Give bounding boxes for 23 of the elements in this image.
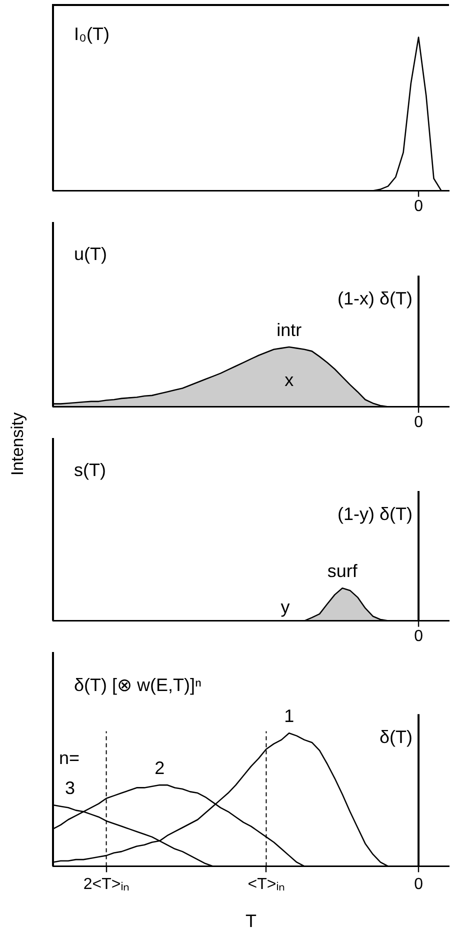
x-axis-title: T: [246, 911, 256, 932]
text: 0: [414, 414, 424, 432]
text: (1-y) δ(T): [338, 504, 413, 524]
ref-line-label: δ(T): [380, 727, 413, 748]
x-tick-label: <T>ᵢₙ: [248, 876, 285, 894]
annotation: n=: [58, 748, 80, 768]
series-label: 1: [284, 706, 294, 726]
series-label: intr: [276, 320, 302, 340]
x-tick-label: 0: [414, 876, 424, 894]
series-label: surf: [327, 561, 358, 582]
text: (1-x) δ(T): [338, 288, 413, 309]
text: 0: [414, 198, 424, 216]
annotation: x: [284, 370, 294, 390]
y-axis-title: Intensity: [8, 412, 28, 476]
chart-title: I₀(T): [74, 24, 110, 45]
annotation: y: [280, 596, 290, 617]
x-tick-label: 2<T>ᵢₙ: [83, 876, 130, 894]
series-label: 3: [65, 778, 76, 798]
chart-title: s(T): [74, 460, 106, 481]
chart-title: u(T): [74, 244, 107, 265]
series-label: 2: [154, 758, 165, 778]
text: 0: [414, 628, 424, 646]
chart-title: δ(T) [⊗ w(E,T)]ⁿ: [74, 674, 202, 696]
